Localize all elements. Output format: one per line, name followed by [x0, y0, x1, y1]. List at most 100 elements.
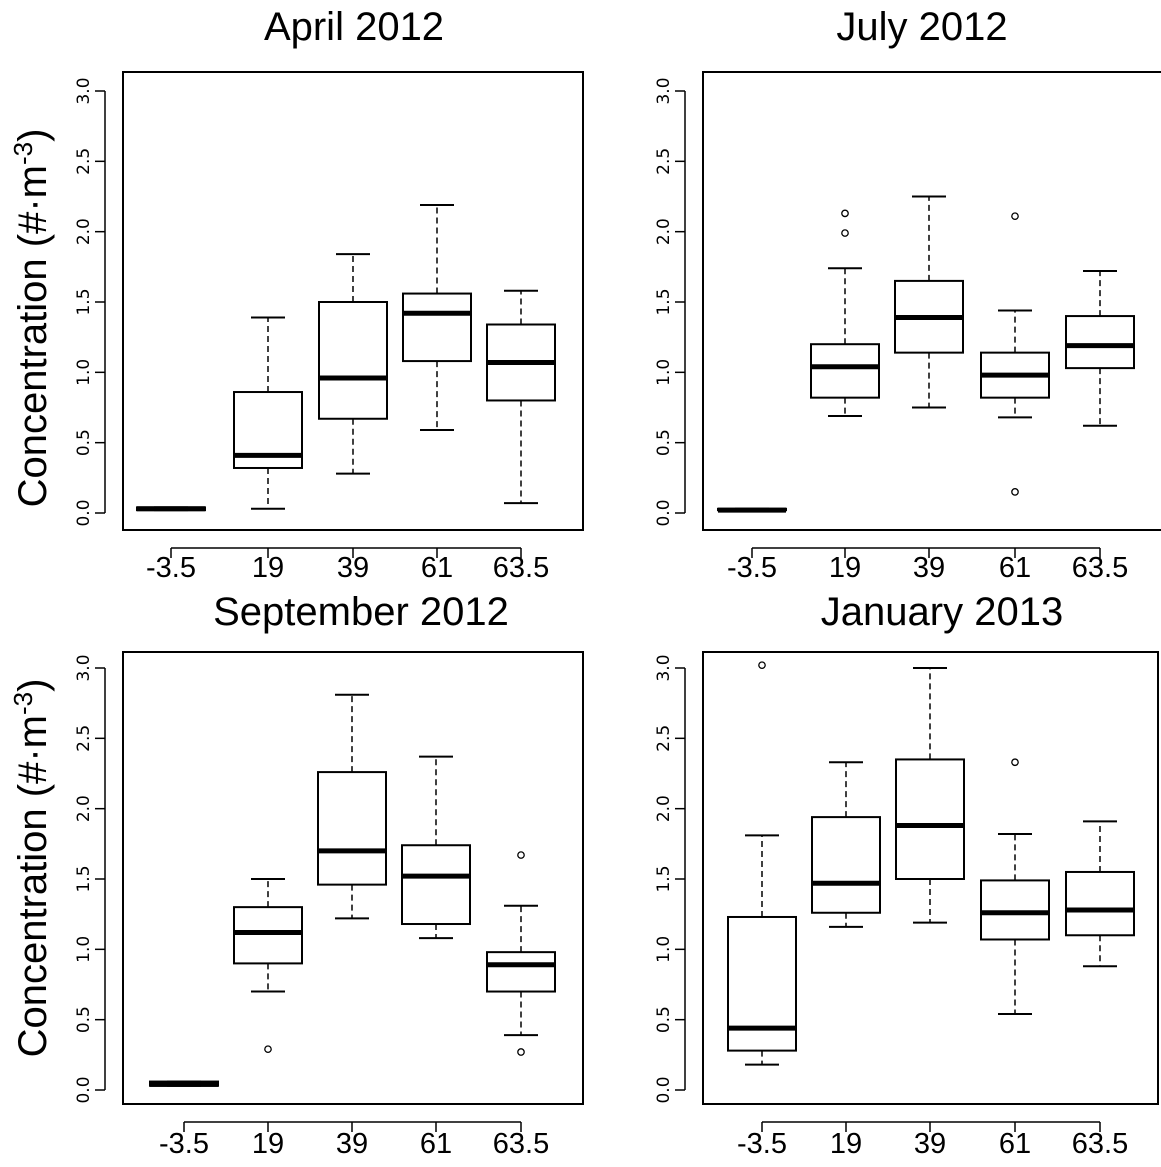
y-axis-label-superscript: -3 — [8, 692, 38, 715]
y-axis: 0.0 0.5 1.0 1.5 2.0 2.5 3.0 — [74, 654, 106, 1104]
y-tick-label: 1.0 — [654, 936, 674, 963]
y-tick-label: 3.0 — [74, 654, 94, 681]
box--3.5 — [136, 506, 206, 512]
iqr-box — [317, 771, 387, 886]
outlier-point — [517, 1048, 525, 1056]
x-tick-label: -3.5 — [737, 1128, 787, 1160]
x-tick-label: 61 — [420, 1128, 452, 1160]
y-tick-label: 2.5 — [74, 725, 94, 752]
box-19 — [233, 878, 303, 1054]
x-tick-label: 39 — [336, 1128, 368, 1160]
x-tick-label: 61 — [999, 552, 1031, 584]
panel-september-2012: September 2012 0.0 0.5 1.0 1.5 2.0 2.5 3.0 -3.… — [74, 590, 584, 1160]
outlier-point — [517, 851, 525, 859]
box-group — [149, 693, 556, 1087]
y-tick-label: 1.5 — [654, 288, 674, 315]
x-tick-label: 39 — [337, 552, 369, 584]
x-tick-label: 19 — [252, 552, 284, 584]
x-tick-label: -3.5 — [727, 552, 777, 584]
y-tick-label: 0.0 — [654, 499, 674, 526]
box-39 — [318, 253, 388, 475]
y-tick-label: 1.0 — [74, 359, 94, 386]
x-tick-label: -3.5 — [159, 1128, 209, 1160]
panel-july-2012: July 2012 0.0 0.5 1.0 1.5 2.0 2.5 3.0 -3.5 19 39… — [654, 5, 1161, 584]
y-tick-label: 1.0 — [654, 359, 674, 386]
iqr-box — [1065, 315, 1135, 370]
x-tick-label: 19 — [252, 1128, 284, 1160]
x-tick-label: 61 — [999, 1128, 1031, 1160]
x-tick-label: 39 — [914, 1128, 946, 1160]
box-63.5 — [1065, 270, 1135, 427]
y-axis-label-top: Concentration (#·m-3) — [8, 129, 55, 508]
x-axis: -3.5 19 39 61 63.5 — [159, 1121, 549, 1160]
x-tick-label: 19 — [829, 552, 861, 584]
outlier-point — [841, 229, 849, 237]
y-axis-label-superscript: -3 — [8, 142, 38, 165]
y-tick-label: 2.0 — [654, 218, 674, 245]
outlier-point — [1011, 488, 1019, 496]
y-tick-label: 0.5 — [74, 429, 94, 456]
y-tick-label: 2.5 — [654, 725, 674, 752]
y-tick-label: 2.0 — [74, 795, 94, 822]
x-tick-label: 63.5 — [1072, 1128, 1128, 1160]
y-axis-label-close: ) — [11, 129, 55, 142]
y-tick-label: 2.0 — [74, 218, 94, 245]
iqr-box — [402, 292, 472, 363]
y-tick-label: 3.0 — [654, 77, 674, 104]
x-tick-label: 19 — [830, 1128, 862, 1160]
iqr-box — [980, 879, 1050, 941]
box--3.5 — [727, 661, 797, 1066]
outlier-point — [758, 661, 766, 670]
y-axis: 0.0 0.5 1.0 1.5 2.0 2.5 3.0 — [654, 77, 686, 527]
box-63.5 — [486, 851, 556, 1056]
iqr-box — [318, 301, 388, 420]
y-tick-label: 1.5 — [74, 865, 94, 892]
panel-april-2012: April 2012 0.0 0.5 1.0 1.5 2.0 2.5 3.0 -3.5 19 3… — [74, 5, 584, 584]
x-tick-label: 61 — [421, 552, 453, 584]
iqr-box — [486, 951, 556, 993]
outlier-point — [1011, 212, 1019, 221]
outlier-point — [841, 209, 849, 218]
panel-title: September 2012 — [213, 590, 509, 634]
box-group — [136, 203, 556, 512]
panel-january-2013: January 2013 0.0 0.5 1.0 1.5 2.0 2.5 3.0 -3.5 1… — [654, 590, 1159, 1160]
box--3.5 — [717, 507, 787, 513]
y-tick-label: 1.5 — [74, 288, 94, 315]
plot-frame — [702, 71, 1161, 531]
y-tick-label: 3.0 — [74, 77, 94, 104]
box-63.5 — [486, 289, 556, 505]
iqr-box — [401, 844, 471, 926]
outlier-point — [1011, 758, 1019, 767]
x-axis: -3.5 19 39 61 63.5 — [727, 547, 1128, 584]
x-axis: -3.5 19 39 61 63.5 — [737, 1121, 1128, 1160]
box-61 — [980, 212, 1050, 496]
iqr-box — [810, 343, 880, 399]
y-tick-label: 2.5 — [654, 148, 674, 175]
box-group — [717, 195, 1135, 513]
y-tick-label: 1.5 — [654, 865, 674, 892]
box-61 — [980, 758, 1050, 1016]
box-63.5 — [1065, 820, 1135, 968]
y-axis-label-bottom: Concentration (#·m-3) — [8, 679, 55, 1058]
box-19 — [811, 761, 881, 928]
box-39 — [895, 667, 965, 924]
box-61 — [401, 755, 471, 940]
plot-frame — [702, 651, 1159, 1105]
y-tick-label: 3.0 — [654, 654, 674, 681]
y-axis: 0.0 0.5 1.0 1.5 2.0 2.5 3.0 — [74, 77, 106, 527]
y-tick-label: 2.0 — [654, 795, 674, 822]
iqr-box — [811, 816, 881, 914]
y-tick-label: 0.5 — [654, 429, 674, 456]
x-tick-label: -3.5 — [146, 552, 196, 584]
iqr-box — [233, 906, 303, 965]
y-axis-label-close: ) — [11, 679, 55, 692]
x-tick-label: 63.5 — [493, 1128, 549, 1160]
box-61 — [402, 203, 472, 432]
y-axis: 0.0 0.5 1.0 1.5 2.0 2.5 3.0 — [654, 654, 686, 1104]
y-tick-label: 0.5 — [654, 1006, 674, 1033]
y-tick-label: 0.0 — [74, 499, 94, 526]
box-group — [727, 661, 1135, 1066]
iqr-box — [895, 758, 965, 881]
y-tick-label: 0.0 — [654, 1076, 674, 1103]
